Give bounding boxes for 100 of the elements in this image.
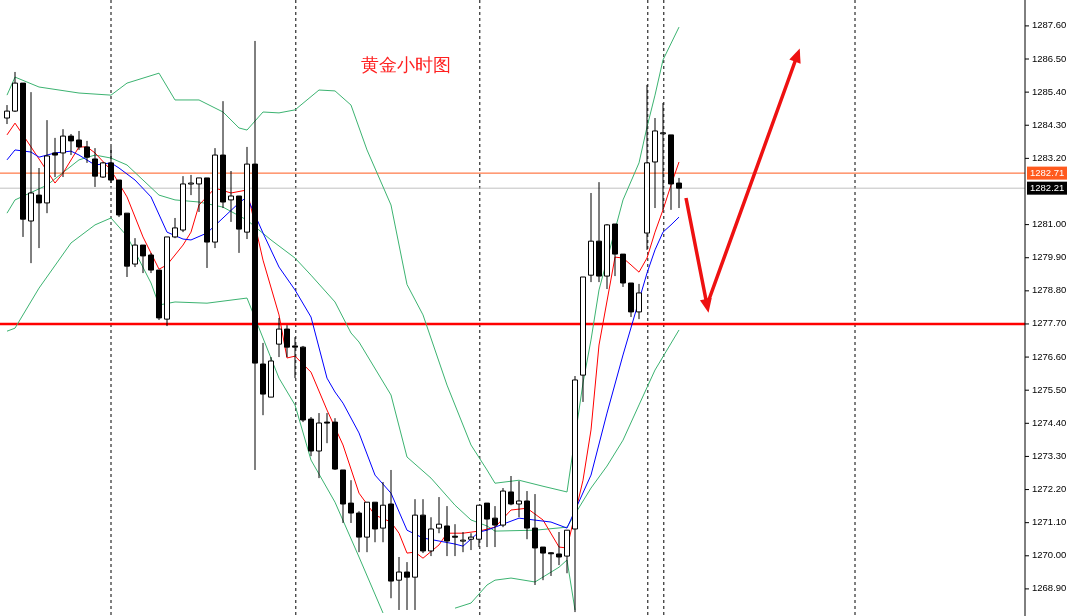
y-tick-label: 1278.80 [1032,284,1067,296]
y-tick-label: 1273.30 [1032,449,1067,461]
y-tick-label: 1274.40 [1032,416,1067,428]
y-tick-label: 1287.60 [1032,19,1067,31]
candlestick [236,195,242,254]
line-series [6,217,384,614]
candlestick [580,276,586,403]
candlestick [300,345,306,423]
y-tick-label: 1270.00 [1032,549,1067,561]
candlestick [164,236,170,327]
y-tick-label: 1286.50 [1032,52,1067,64]
candlestick [428,516,434,557]
candlestick [604,223,610,290]
candlestick [492,505,498,548]
y-tick-label: 1279.90 [1032,251,1067,263]
candlestick [652,117,658,209]
candlestick [20,82,26,238]
candlestick [668,134,674,211]
candlestick [468,532,474,551]
candlestick [548,551,554,577]
candlestick [308,416,314,457]
candlestick [180,175,186,233]
line-series [6,26,680,493]
candlestick [332,417,338,471]
candlestick [212,147,218,249]
candlestick [532,493,538,586]
y-tick-label: 1276.60 [1032,350,1067,362]
candlestick [276,317,282,358]
candlestick [564,529,570,574]
candlestick [228,170,234,223]
candlestick [252,40,258,471]
candlestick [68,133,74,156]
candlestick [156,269,162,321]
candlestick [364,501,370,553]
candlestick [500,487,506,528]
candlestick [324,412,330,444]
candlestick [484,502,490,548]
candlestick [508,475,514,506]
candlestick [516,480,522,518]
candlestick [124,212,130,278]
candlestick [4,104,10,125]
candlestick [628,282,634,318]
candlestick [188,174,194,196]
candlestick [244,146,250,240]
candlestick [444,505,450,557]
candlestick [556,531,562,566]
candlestick [412,498,418,611]
candlestick [524,490,530,540]
y-tick-label: 1283.20 [1032,151,1067,163]
candlestick [420,498,426,554]
candlestick [196,177,202,213]
candlestick [172,217,178,239]
candlestick [76,130,82,151]
candlestick [132,237,138,268]
y-tick-label: 1285.40 [1032,85,1067,97]
candlestick [140,244,146,274]
y-tick-label: 1271.10 [1032,516,1067,528]
candlestick [356,510,362,553]
candlestick [620,253,626,288]
candlestick [12,71,18,113]
candlestick [596,181,602,283]
ref-line-label: 1282.21 [1030,181,1065,193]
candlestick [404,561,410,611]
candlestick [316,412,322,479]
candlestick [396,556,402,611]
candlestick [284,324,290,358]
candlestick [380,481,386,543]
candlestick [588,192,594,283]
candlestick [28,91,34,264]
candlestick [436,496,442,534]
candlestick [100,161,106,179]
candlestick [572,375,578,613]
candlestick [260,342,266,416]
candlestick [348,479,354,524]
candlestick [388,469,394,599]
candlestick [36,167,42,249]
candlestick [204,177,210,269]
candlestick [44,119,50,214]
candlestick [148,252,154,274]
y-tick-label: 1272.20 [1032,483,1067,495]
y-tick-label: 1277.70 [1032,317,1067,329]
candlestick [220,100,226,209]
candlestick [612,223,618,277]
candlestick [340,469,346,524]
candlestick [52,137,58,178]
y-tick-label: 1268.90 [1032,582,1067,594]
candlestick [676,177,682,209]
candlestick [452,523,458,557]
candlestick [372,501,378,543]
candlestick [116,179,122,218]
text: 黄金小时图 [361,54,451,75]
line-series [454,559,576,611]
candlestick [60,128,66,178]
candlestick [540,546,546,581]
candlestick [268,356,274,398]
y-tick-label: 1281.00 [1032,218,1067,230]
y-tick-label: 1284.30 [1032,118,1067,130]
candlestick [84,140,90,164]
y-tick-label: 1275.50 [1032,383,1067,395]
ref-line-label: 1282.71 [1030,166,1065,178]
